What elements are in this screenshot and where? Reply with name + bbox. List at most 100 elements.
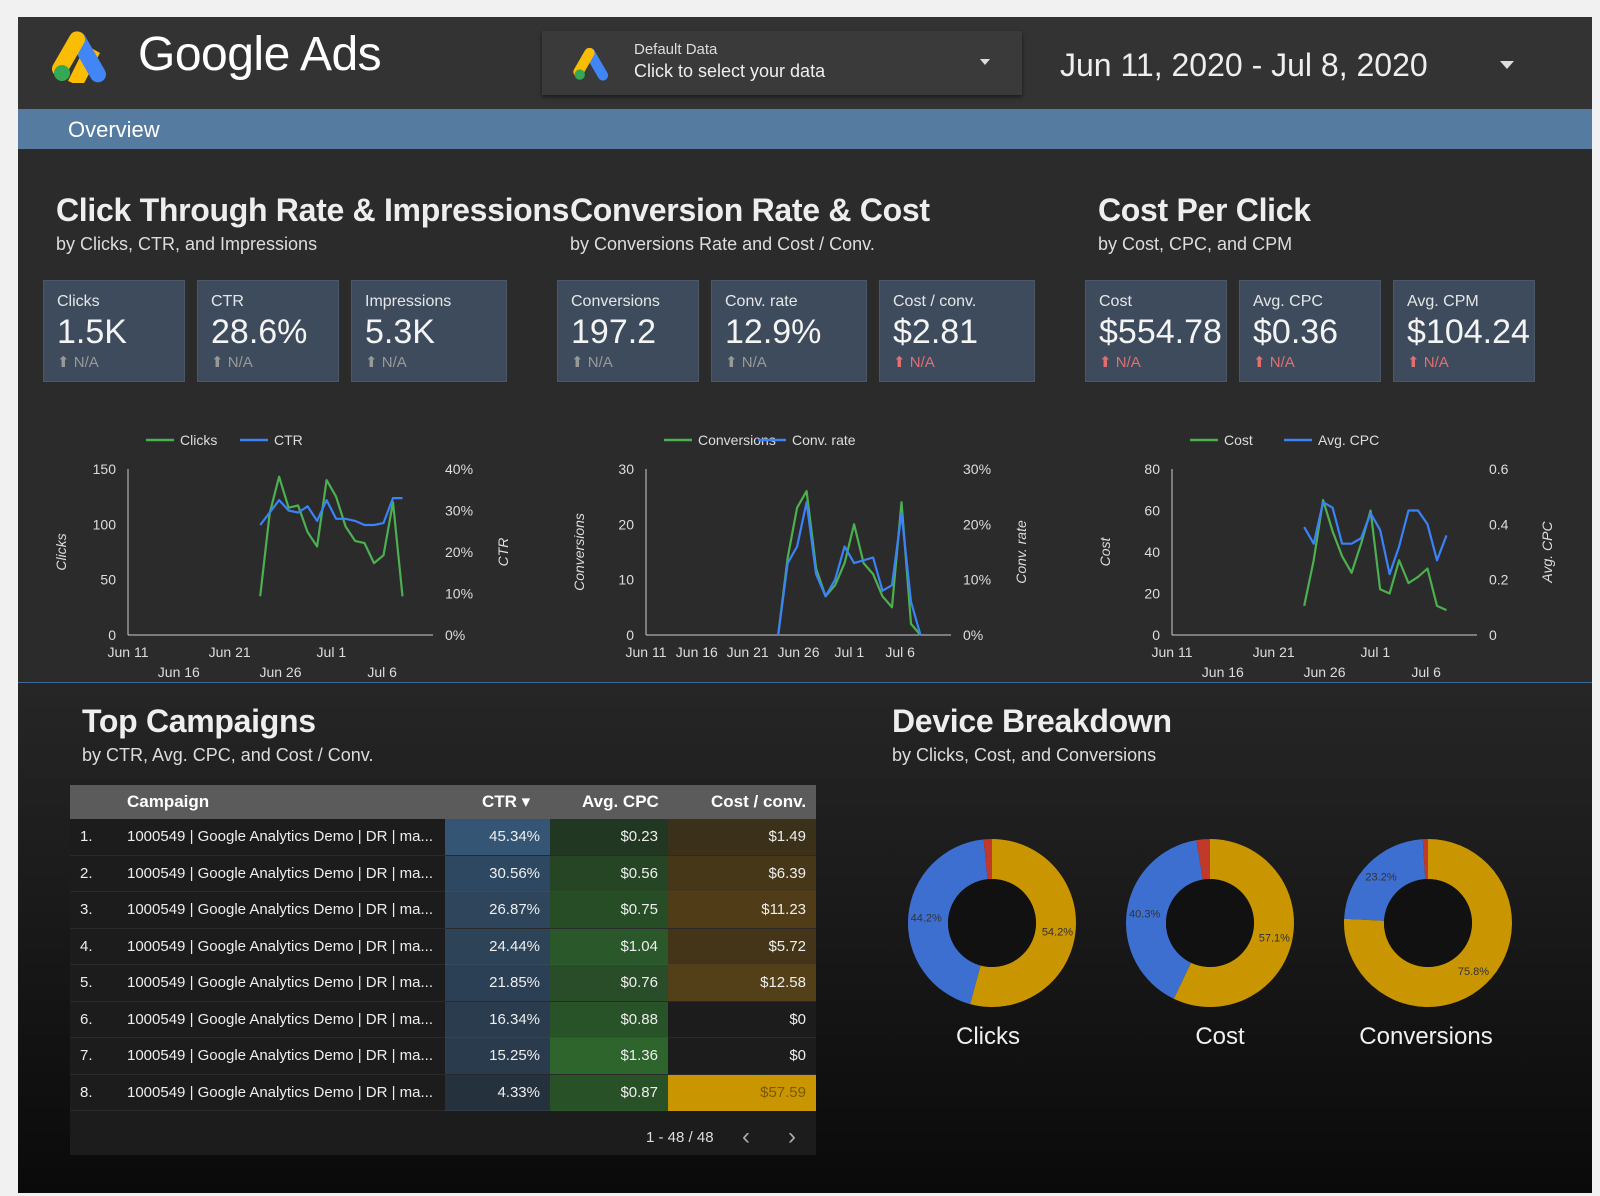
- y-left-tick: 20: [618, 516, 634, 532]
- y-right-tick: 20%: [963, 516, 991, 532]
- x-tick: Jun 26: [1303, 664, 1345, 680]
- tab-overview-label: Overview: [68, 117, 160, 142]
- table-row[interactable]: 6. 1000549 | Google Analytics Demo | DR |…: [70, 1001, 816, 1038]
- donut-label-conversions: Conversions: [1359, 1023, 1493, 1050]
- kpi-card-ctr: CTR 28.6% ⬆ N/A: [197, 280, 339, 382]
- kpi-value: 5.3K: [365, 313, 435, 351]
- top-campaigns-subtitle: by CTR, Avg. CPC, and Cost / Conv.: [82, 745, 374, 765]
- next-page-icon[interactable]: ›: [788, 1123, 796, 1150]
- campaign-cell: 1000549 | Google Analytics Demo | DR | m…: [127, 864, 434, 882]
- cost-per-conv-cell: $0: [789, 1047, 806, 1064]
- legend-label: Cost: [1224, 432, 1253, 448]
- chart-conversions-rate: Conversions Conv. rate 30 20 10 0 30% 20% 10% 0% C…: [571, 432, 1029, 660]
- y-left-axis-label: Cost: [1097, 537, 1113, 567]
- device-breakdown-title: Device Breakdown: [892, 703, 1172, 739]
- header-campaign[interactable]: Campaign: [127, 792, 210, 811]
- donut-slice[interactable]: [1126, 840, 1203, 999]
- legend-label: Avg. CPC: [1318, 432, 1379, 448]
- x-tick: Jun 26: [777, 644, 819, 660]
- table-row[interactable]: 1. 1000549 | Google Analytics Demo | DR |…: [70, 819, 816, 856]
- top-bar: Google Ads Default Data Click to select …: [18, 17, 1592, 109]
- x-tick: Jul 1: [317, 644, 347, 660]
- donut-slice[interactable]: [970, 839, 1076, 1007]
- donut-slice[interactable]: [1173, 839, 1294, 1007]
- y-right-tick: 0.6: [1489, 461, 1509, 477]
- header-ctr[interactable]: CTR ▾: [482, 792, 531, 811]
- kpi-value: 12.9%: [725, 313, 822, 351]
- y-left-tick: 150: [93, 461, 117, 477]
- donut-hole: [1166, 879, 1254, 967]
- row-number: 8.: [80, 1083, 93, 1101]
- y-left-tick: 80: [1144, 461, 1160, 477]
- ctr-cell: 4.33%: [445, 1074, 550, 1111]
- campaign-cell: 1000549 | Google Analytics Demo | DR | m…: [127, 974, 434, 991]
- table-row[interactable]: 5. 1000549 | Google Analytics Demo | DR |…: [70, 965, 816, 1002]
- data-source-selector[interactable]: Default Data Click to select your data: [542, 31, 1022, 95]
- y-right-tick: 10%: [445, 586, 473, 602]
- donut-slice-label: 75.8%: [1458, 966, 1489, 978]
- campaign-cell: 1000549 | Google Analytics Demo | DR | m…: [127, 828, 434, 845]
- ctr-cell: 45.34%: [445, 819, 550, 855]
- donut-slice[interactable]: [1344, 839, 1512, 1007]
- cost-per-conv-cell: $5.72: [668, 928, 816, 965]
- cost-per-conv-cell: $57.59: [668, 1074, 816, 1111]
- legend-label: Clicks: [180, 432, 217, 448]
- y-right-tick: 0.2: [1489, 572, 1509, 588]
- row-number: 6.: [80, 1010, 93, 1028]
- avg-cpc-cell: $0.87: [550, 1074, 668, 1111]
- donut-slice[interactable]: [1344, 839, 1426, 921]
- prev-page-icon[interactable]: ‹: [742, 1123, 750, 1150]
- donut-slice[interactable]: [1422, 839, 1428, 880]
- table-row[interactable]: 8. 1000549 | Google Analytics Demo | DR |…: [70, 1074, 816, 1111]
- kpi-card-cost: Cost $554.78 ⬆ N/A: [1085, 280, 1227, 382]
- kpi-change: ⬆ N/A: [57, 354, 99, 371]
- table-row[interactable]: 2. 1000549 | Google Analytics Demo | DR |…: [70, 855, 816, 892]
- row-number: 1.: [80, 828, 93, 845]
- header-avg-cpc[interactable]: Avg. CPC: [582, 792, 659, 811]
- y-left-tick: 50: [100, 572, 116, 588]
- kpi-label: CTR: [211, 293, 244, 310]
- y-right-axis-label: Avg. CPC: [1539, 521, 1555, 584]
- y-left-axis-label: Conversions: [571, 513, 587, 591]
- y-right-tick: 10%: [963, 572, 991, 588]
- x-tick: Jul 6: [1411, 664, 1441, 680]
- series-line-cost: [1303, 498, 1447, 612]
- y-left-tick: 30: [618, 461, 634, 477]
- date-range-picker[interactable]: Jun 11, 2020 - Jul 8, 2020: [1048, 27, 1568, 99]
- kpi-value: 1.5K: [57, 313, 127, 351]
- table-row[interactable]: 4. 1000549 | Google Analytics Demo | DR |…: [70, 928, 816, 965]
- donut-slice[interactable]: [908, 839, 988, 1005]
- x-tick: Jun 26: [259, 664, 301, 680]
- kpi-label: Cost / conv.: [893, 293, 977, 310]
- tab-overview[interactable]: Overview: [18, 109, 1592, 149]
- kpi-change: ⬆ N/A: [1407, 354, 1449, 371]
- pager-count: 1 - 48 / 48: [646, 1129, 714, 1146]
- donut-conversions: 75.8% 23.2%: [1344, 839, 1512, 1007]
- legend-label: Conversions: [698, 432, 776, 448]
- kpi-label: Conv. rate: [725, 293, 798, 310]
- kpi-card-conv-rate: Conv. rate 12.9% ⬆ N/A: [711, 280, 867, 382]
- chevron-down-icon: [1500, 61, 1514, 69]
- section-title-cpc: Cost Per Click: [1098, 192, 1311, 228]
- kpi-change: ⬆ N/A: [571, 354, 613, 371]
- y-left-axis-label: Clicks: [53, 533, 69, 570]
- section-title-ctr: Click Through Rate & Impressions: [56, 192, 570, 228]
- campaign-cell: 1000549 | Google Analytics Demo | DR | m…: [127, 937, 434, 955]
- x-tick: Jul 6: [367, 664, 397, 680]
- ctr-cell: 15.25%: [445, 1038, 550, 1074]
- kpi-card-conversions: Conversions 197.2 ⬆ N/A: [557, 280, 699, 382]
- kpi-label: Avg. CPC: [1253, 293, 1323, 310]
- donut-slice-label: 40.3%: [1129, 909, 1160, 921]
- table-header: Campaign CTR ▾ Avg. CPC Cost / conv.: [70, 785, 816, 819]
- table-row[interactable]: 7. 1000549 | Google Analytics Demo | DR |…: [70, 1038, 816, 1075]
- donut-slice[interactable]: [1196, 839, 1210, 880]
- donut-hole: [1384, 879, 1472, 967]
- header-cost-per-conv[interactable]: Cost / conv.: [711, 792, 807, 811]
- section-subtitle-conversion: by Conversions Rate and Cost / Conv.: [570, 234, 875, 254]
- chart-cost-cpc: Cost Avg. CPC 80 60 40 20 0 0.6 0.4 0.2 0 Cost Avg. …: [1097, 432, 1555, 680]
- donut-slice-label: 23.2%: [1365, 872, 1396, 884]
- donut-slice[interactable]: [983, 839, 992, 880]
- y-right-tick: 0.4: [1489, 516, 1509, 532]
- table-row[interactable]: 3. 1000549 | Google Analytics Demo | DR |…: [70, 892, 816, 929]
- top-campaigns-title: Top Campaigns: [82, 703, 316, 739]
